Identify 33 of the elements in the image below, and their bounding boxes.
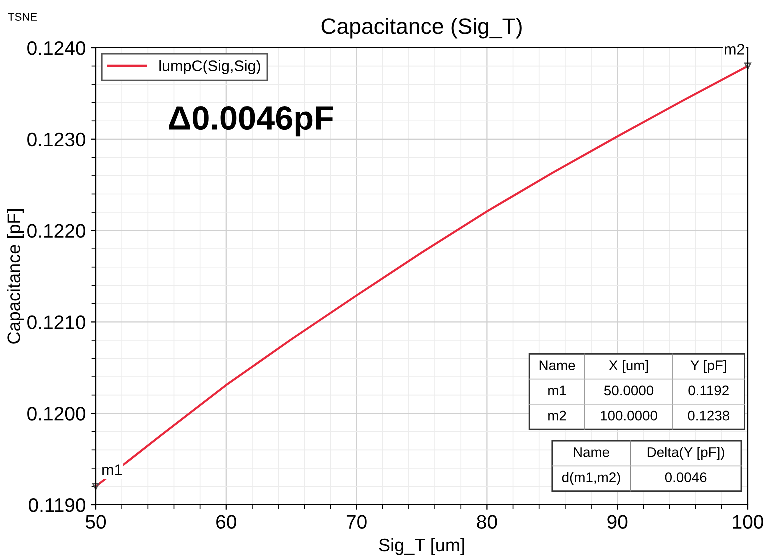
y-tick-label: 0.1210 [28,316,86,330]
y-tick-label: 0.1200 [28,407,86,421]
legend-label: lumpC(Sig,Sig) [160,60,260,74]
annotation: 100.0000 [601,410,658,421]
annotation: m1 [102,464,122,476]
annotation: m2 [725,44,744,55]
annotation: 0.1238 [688,410,730,421]
annotation: 0.1192 [688,386,729,396]
y-tick-label: 0.1220 [28,224,86,238]
annotation: Name [540,360,576,370]
x-tick-label: 50 [86,515,106,530]
y-axis-title: Capacitance [pF] [7,210,24,344]
annotation: Y [pF] [690,360,726,374]
x-tick-label: 100 [733,515,764,530]
annotation: Name [574,448,610,458]
y-tick-label: 0.1190 [29,498,86,512]
x-tick-label: 80 [477,515,498,530]
annotation: 50.0000 [604,386,654,396]
annotation: m2 [548,410,566,421]
x-tick-label: 60 [216,515,236,530]
annotation: 0.0046 [665,472,707,482]
x-tick-label: 90 [608,515,628,530]
annotation: X [um] [609,360,648,374]
annotation: d(m1,m2) [562,472,620,486]
x-axis-title: Sig_T [um] [379,538,464,556]
chart-title: Capacitance (Sig_T) [322,18,522,39]
y-tick-label: 0.1230 [28,132,86,147]
y-tick-label: 0.1240 [28,41,86,56]
x-tick-label: 70 [346,515,367,530]
annotation: Delta(Y [pF]) [648,447,724,460]
text: TSNE [8,13,38,21]
annotation: Δ0.0046pF [169,106,334,137]
annotation: m1 [548,386,566,396]
